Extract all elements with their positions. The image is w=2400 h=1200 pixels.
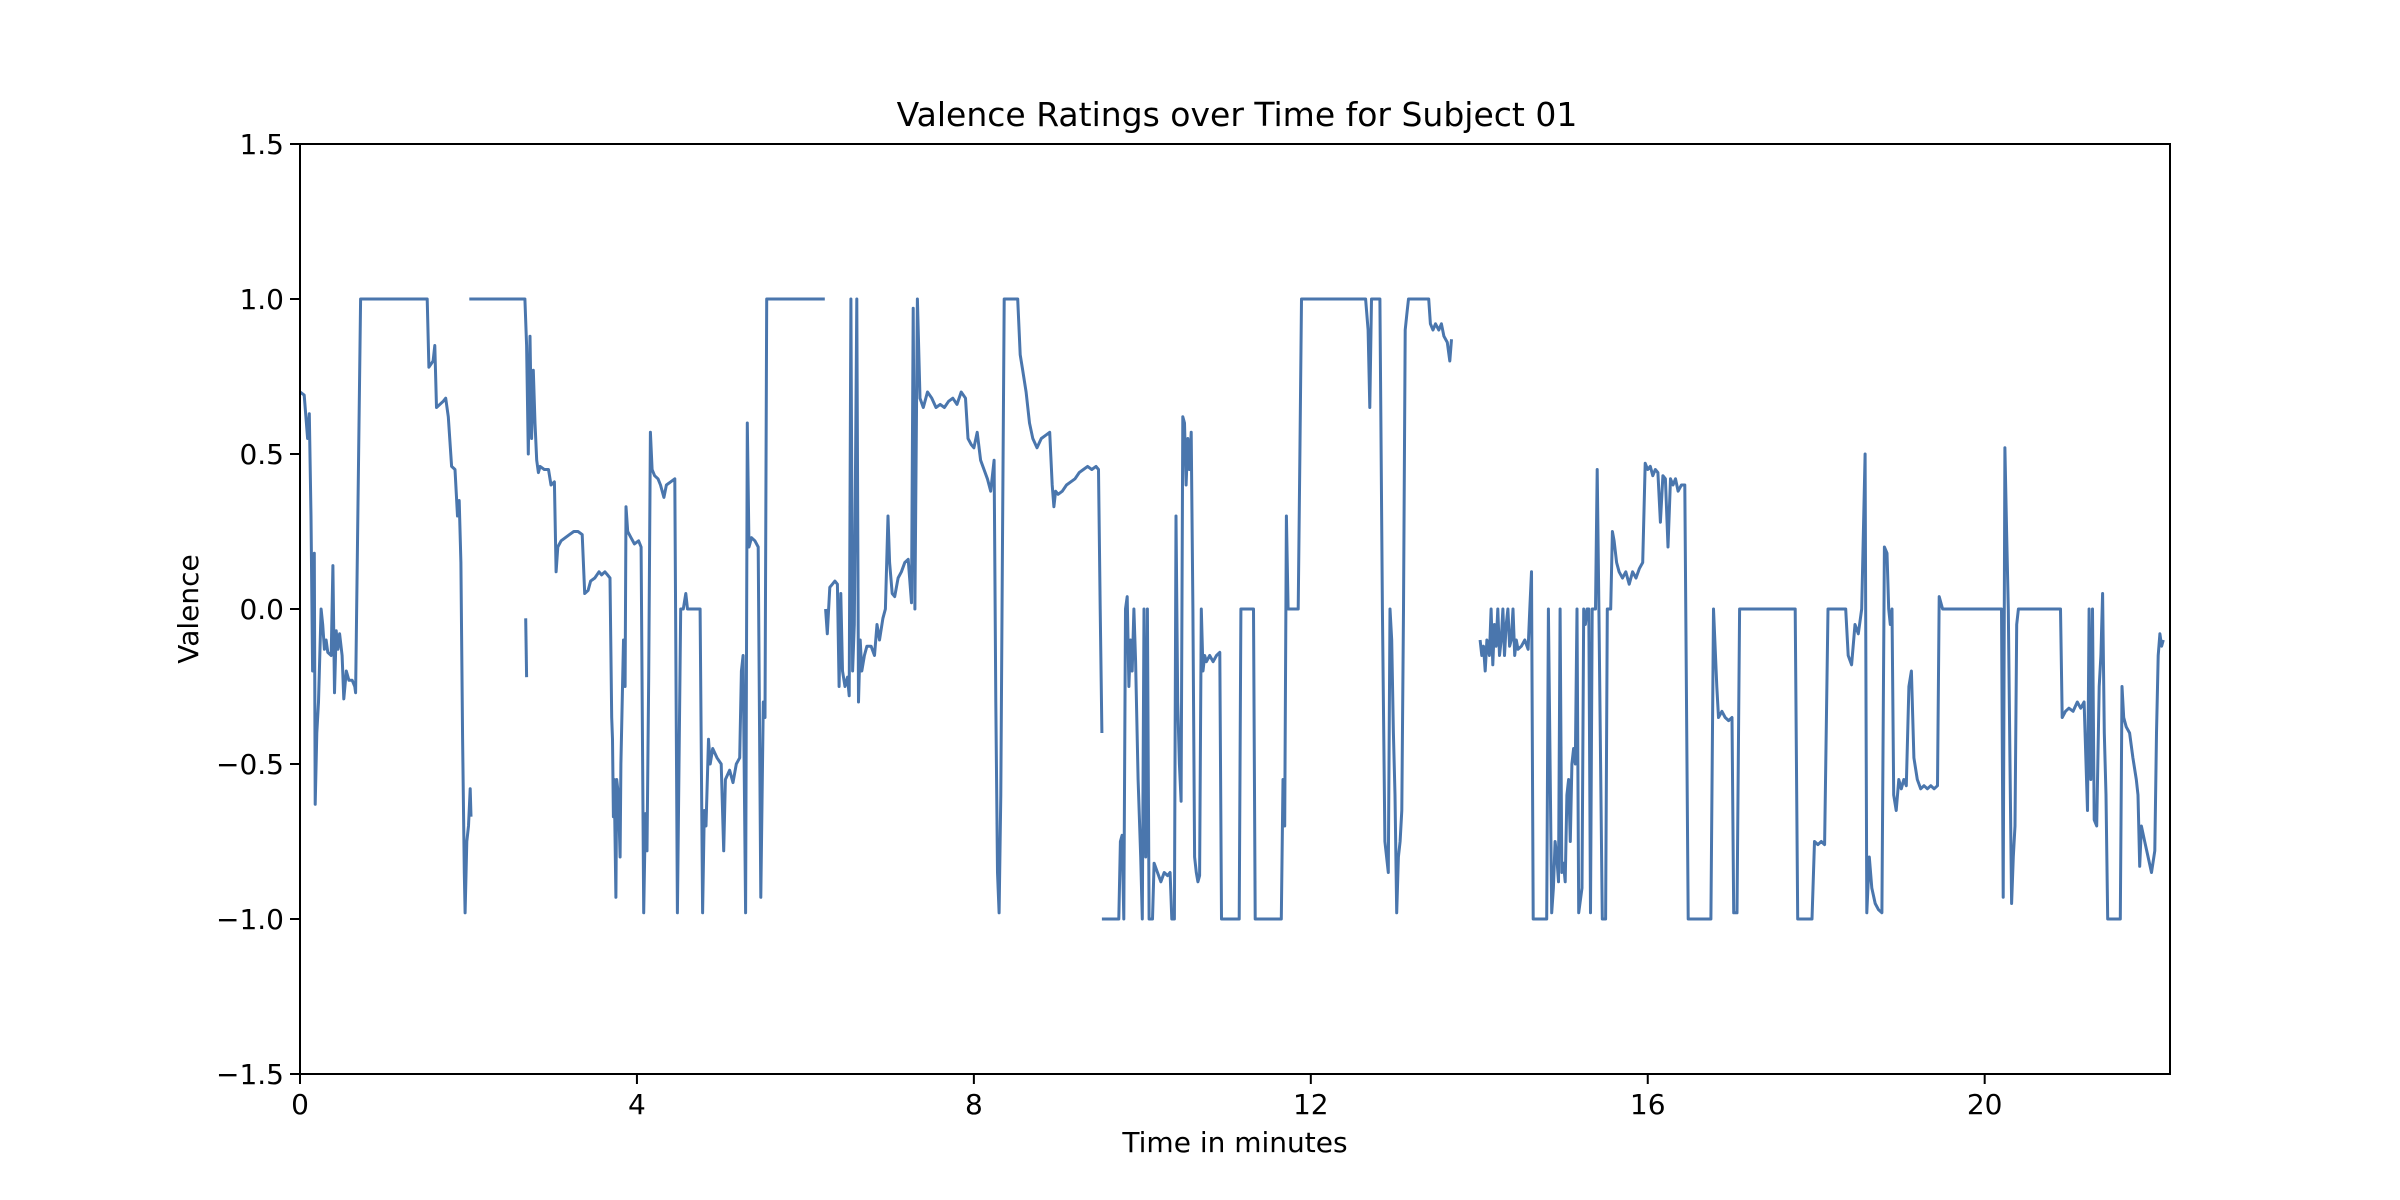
series-line-segment <box>524 618 529 678</box>
y-tick-label: 0.5 <box>239 438 284 471</box>
series-line-segment <box>469 297 825 915</box>
plot-lines <box>299 297 2165 921</box>
series-line-segment <box>1101 297 1453 921</box>
x-tick-label: 16 <box>1630 1088 1666 1121</box>
series-line-segment <box>824 297 1104 915</box>
x-axis-label: Time in minutes <box>1121 1126 1347 1159</box>
y-tick-label: 1.0 <box>239 283 284 316</box>
y-tick-label: −1.0 <box>216 903 284 936</box>
chart-title: Valence Ratings over Time for Subject 01 <box>897 95 1578 134</box>
series-line-segment <box>299 297 473 915</box>
x-tick-label: 8 <box>965 1088 983 1121</box>
y-tick-label: −1.5 <box>216 1058 284 1091</box>
y-axis-label: Valence <box>172 554 205 664</box>
y-tick-label: −0.5 <box>216 748 284 781</box>
x-axis: 0 4 8 12 16 20 <box>291 1074 2003 1121</box>
x-tick-label: 4 <box>628 1088 646 1121</box>
series-line-segment <box>1478 446 2165 921</box>
y-tick-label: 0.0 <box>239 593 284 626</box>
x-tick-label: 0 <box>291 1088 309 1121</box>
x-tick-label: 12 <box>1293 1088 1329 1121</box>
y-tick-label: 1.5 <box>239 128 284 161</box>
y-axis: −1.5 −1.0 −0.5 0.0 0.5 1.0 1.5 <box>216 128 300 1091</box>
x-tick-label: 20 <box>1967 1088 2003 1121</box>
